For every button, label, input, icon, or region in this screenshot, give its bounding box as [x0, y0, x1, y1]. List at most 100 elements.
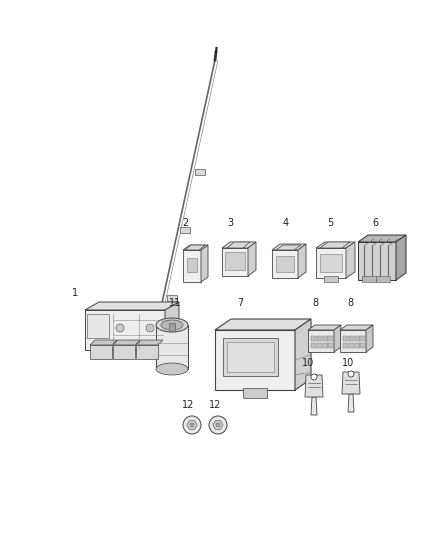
- Polygon shape: [215, 319, 311, 330]
- Text: 1: 1: [72, 288, 78, 298]
- Bar: [223, 338, 278, 376]
- Polygon shape: [320, 242, 350, 248]
- Bar: [349, 336, 354, 341]
- Circle shape: [311, 374, 317, 380]
- Bar: [167, 295, 177, 301]
- Polygon shape: [366, 325, 373, 352]
- Polygon shape: [340, 330, 366, 352]
- Polygon shape: [272, 244, 306, 250]
- Circle shape: [209, 416, 227, 434]
- Text: 5: 5: [327, 218, 333, 228]
- Polygon shape: [346, 242, 355, 278]
- Circle shape: [190, 423, 194, 427]
- Polygon shape: [90, 340, 117, 345]
- Polygon shape: [308, 325, 341, 330]
- Bar: [324, 276, 338, 282]
- Text: 7: 7: [237, 298, 243, 308]
- Ellipse shape: [156, 363, 188, 375]
- Polygon shape: [222, 242, 256, 248]
- Text: 8: 8: [347, 298, 353, 308]
- Polygon shape: [295, 319, 311, 390]
- Bar: [355, 343, 360, 348]
- Bar: [136, 345, 158, 359]
- Polygon shape: [358, 235, 406, 242]
- Bar: [227, 342, 274, 372]
- Circle shape: [146, 324, 154, 332]
- Bar: [187, 258, 197, 272]
- Polygon shape: [334, 325, 341, 352]
- Polygon shape: [305, 375, 323, 397]
- Polygon shape: [248, 242, 256, 276]
- Bar: [360, 343, 365, 348]
- Bar: [180, 227, 190, 233]
- Bar: [328, 343, 333, 348]
- Polygon shape: [165, 302, 179, 350]
- Text: 10: 10: [302, 358, 314, 368]
- Polygon shape: [187, 421, 197, 429]
- Text: 2: 2: [182, 218, 188, 228]
- Polygon shape: [222, 248, 248, 276]
- Bar: [343, 336, 348, 341]
- Polygon shape: [348, 394, 354, 412]
- Bar: [243, 388, 267, 398]
- Polygon shape: [201, 245, 208, 282]
- Bar: [349, 343, 354, 348]
- Polygon shape: [340, 325, 373, 330]
- Bar: [362, 276, 376, 282]
- Polygon shape: [213, 421, 223, 429]
- Text: 12: 12: [209, 400, 221, 410]
- Polygon shape: [136, 340, 163, 345]
- Polygon shape: [215, 330, 295, 390]
- Bar: [376, 276, 390, 282]
- Polygon shape: [85, 310, 165, 350]
- Ellipse shape: [161, 320, 183, 330]
- Polygon shape: [183, 245, 208, 250]
- Text: 4: 4: [283, 218, 289, 228]
- Bar: [328, 336, 333, 341]
- Bar: [87, 314, 109, 338]
- Circle shape: [348, 371, 354, 377]
- Bar: [169, 323, 175, 331]
- Bar: [323, 336, 328, 341]
- Ellipse shape: [156, 318, 188, 332]
- Bar: [317, 343, 322, 348]
- Polygon shape: [316, 248, 346, 278]
- Text: 3: 3: [227, 218, 233, 228]
- Bar: [355, 336, 360, 341]
- Polygon shape: [276, 245, 301, 250]
- Circle shape: [183, 416, 201, 434]
- Bar: [276, 256, 294, 272]
- Text: 10: 10: [342, 358, 354, 368]
- Polygon shape: [316, 242, 355, 248]
- Polygon shape: [396, 235, 406, 280]
- Polygon shape: [227, 242, 250, 248]
- Bar: [323, 343, 328, 348]
- Bar: [113, 345, 135, 359]
- Polygon shape: [308, 330, 334, 352]
- Polygon shape: [85, 302, 179, 310]
- Bar: [320, 254, 342, 272]
- Bar: [343, 343, 348, 348]
- Bar: [225, 252, 245, 270]
- Bar: [156, 325, 188, 369]
- Circle shape: [116, 324, 124, 332]
- Bar: [311, 343, 316, 348]
- Bar: [317, 336, 322, 341]
- Text: 11: 11: [169, 298, 181, 308]
- Circle shape: [216, 423, 220, 427]
- Polygon shape: [185, 245, 205, 250]
- Bar: [90, 345, 112, 359]
- Text: 6: 6: [372, 218, 378, 228]
- Bar: [195, 169, 205, 175]
- Polygon shape: [342, 372, 360, 394]
- Polygon shape: [358, 242, 396, 280]
- Polygon shape: [311, 397, 317, 415]
- Bar: [360, 336, 365, 341]
- Text: 8: 8: [312, 298, 318, 308]
- Polygon shape: [113, 340, 140, 345]
- Bar: [311, 336, 316, 341]
- Polygon shape: [298, 244, 306, 278]
- Text: 12: 12: [182, 400, 194, 410]
- Polygon shape: [272, 250, 298, 278]
- Polygon shape: [183, 250, 201, 282]
